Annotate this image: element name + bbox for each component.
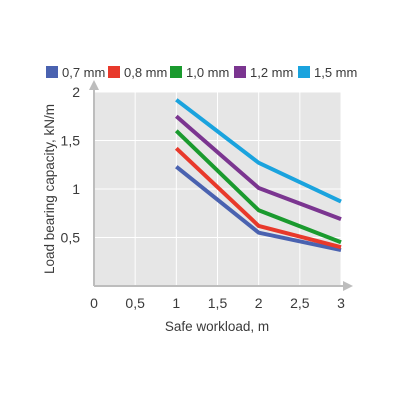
y-tick-label: 1,5 xyxy=(61,133,81,149)
x-tick-label: 0 xyxy=(90,295,98,311)
legend: 0,7 mm 0,8 mm 1,0 mm 1,2 mm 1,5 mm xyxy=(46,65,357,80)
y-tick-labels: 0,5 1 1,5 2 xyxy=(61,84,81,246)
legend-label: 1,5 mm xyxy=(314,65,357,80)
series-line-5 xyxy=(175,98,342,204)
legend-swatch xyxy=(298,66,310,78)
y-axis-title: Load bearing capacity, kN/m xyxy=(42,104,57,274)
y-tick-label: 0,5 xyxy=(61,230,81,246)
series-lines xyxy=(174,98,342,253)
legend-swatch xyxy=(108,66,120,78)
x-tick-label: 3 xyxy=(337,295,345,311)
x-tick-labels: 0 0,5 1 1,5 2 2,5 3 xyxy=(90,295,345,311)
legend-label: 0,7 mm xyxy=(62,65,105,80)
series-line-1 xyxy=(175,165,342,253)
x-tick-label: 2 xyxy=(255,295,263,311)
series-line-4 xyxy=(174,114,342,221)
x-tick-label: 0,5 xyxy=(125,295,145,311)
x-axis-title: Safe workload, m xyxy=(165,319,269,334)
axes xyxy=(89,80,353,291)
legend-swatch xyxy=(46,66,58,78)
y-tick-label: 1 xyxy=(72,181,80,197)
y-axis-arrow-icon xyxy=(89,80,99,90)
x-tick-label: 1 xyxy=(172,295,180,311)
series-line-3 xyxy=(174,129,342,245)
legend-swatch xyxy=(234,66,246,78)
x-tick-label: 2,5 xyxy=(290,295,310,311)
legend-label: 1,0 mm xyxy=(186,65,229,80)
legend-label: 1,2 mm xyxy=(250,65,293,80)
y-tick-label: 2 xyxy=(72,84,80,100)
x-axis-arrow-icon xyxy=(343,281,353,291)
x-tick-label: 1,5 xyxy=(208,295,228,311)
legend-label: 0,8 mm xyxy=(124,65,167,80)
legend-swatch xyxy=(170,66,182,78)
series-line-2 xyxy=(174,146,342,250)
